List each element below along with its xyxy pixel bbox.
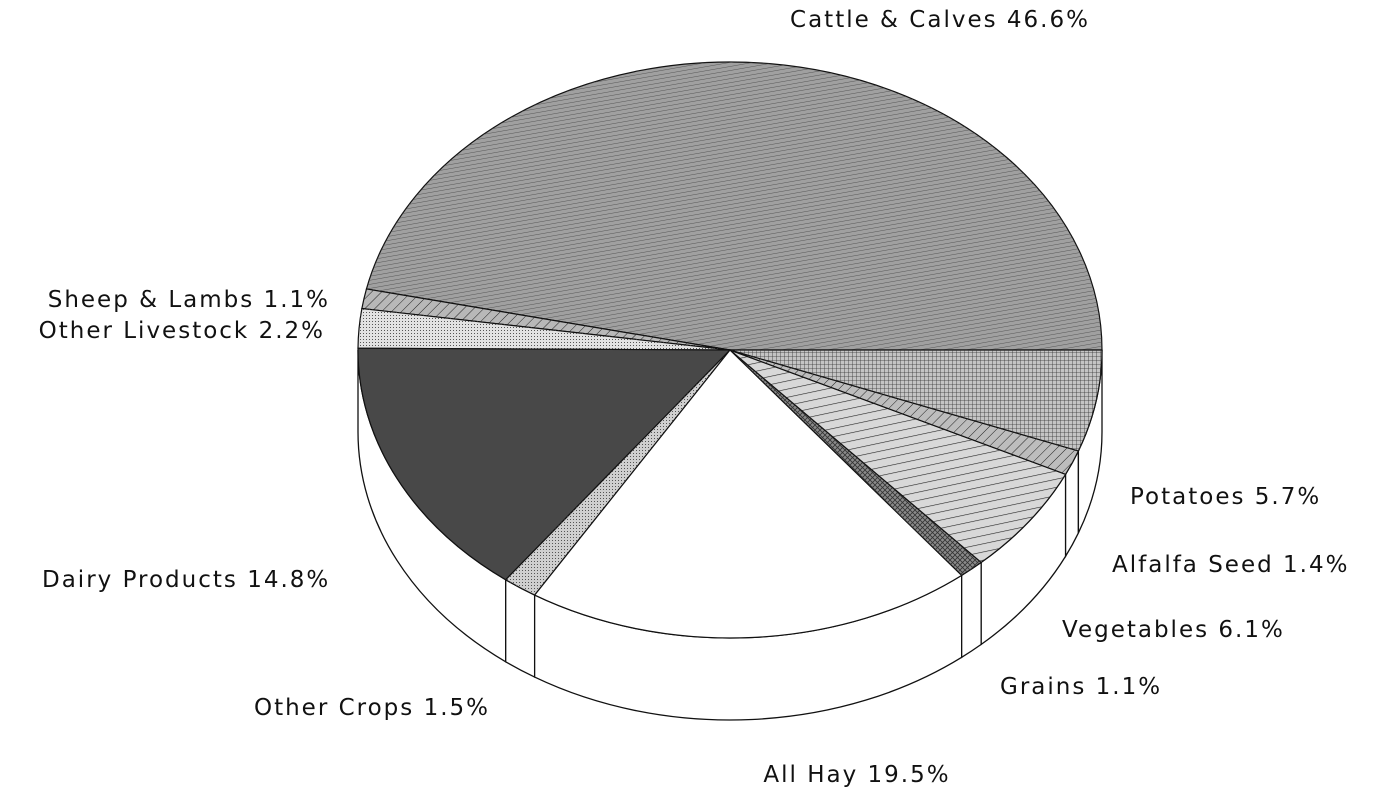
pie-slice	[365, 61, 1103, 351]
slice-label-value: 5.7%	[1255, 484, 1321, 510]
slice-label-value: 19.5%	[868, 762, 951, 788]
slice-label: Alfalfa Seed 1.4%	[1112, 552, 1349, 578]
slice-label: Cattle & Calves 46.6%	[790, 7, 1090, 33]
slice-label-value: 1.5%	[424, 695, 490, 721]
slice-label-value: 1.1%	[1096, 674, 1162, 700]
slice-label: Vegetables 6.1%	[1062, 617, 1285, 643]
slice-label-name: All Hay	[763, 762, 858, 788]
slice-label: All Hay 19.5%	[763, 762, 950, 788]
slice-label-name: Alfalfa Seed	[1112, 552, 1274, 578]
slice-label-name: Cattle & Calves	[790, 7, 998, 33]
slice-label-value: 1.4%	[1283, 552, 1349, 578]
slice-label: Dairy Products 14.8%	[42, 567, 330, 593]
pie-side	[961, 561, 982, 659]
slice-label: Sheep & Lambs 1.1%	[48, 287, 330, 313]
slice-label: Other Livestock 2.2%	[39, 318, 325, 344]
slice-label-value: 14.8%	[247, 567, 330, 593]
slice-label-name: Other Crops	[254, 695, 414, 721]
slice-label-value: 46.6%	[1007, 7, 1090, 33]
slice-label-name: Potatoes	[1130, 484, 1245, 510]
slice-label-value: 2.2%	[259, 318, 325, 344]
slice-label-name: Dairy Products	[42, 567, 238, 593]
pie-side	[505, 578, 536, 679]
slice-label-name: Sheep & Lambs	[48, 287, 255, 313]
slice-label: Grains 1.1%	[1000, 674, 1162, 700]
slice-label-name: Vegetables	[1062, 617, 1209, 643]
labels: Cattle & Calves 46.6% Sheep & Lambs 1.1% O…	[39, 7, 1349, 788]
slice-label-value: 6.1%	[1218, 617, 1284, 643]
pie-slices	[357, 61, 1103, 639]
slice-label: Potatoes 5.7%	[1130, 484, 1321, 510]
slice-label-name: Other Livestock	[39, 318, 250, 344]
slice-label-name: Grains	[1000, 674, 1086, 700]
slice-label: Other Crops 1.5%	[254, 695, 490, 721]
slice-label-value: 1.1%	[264, 287, 330, 313]
